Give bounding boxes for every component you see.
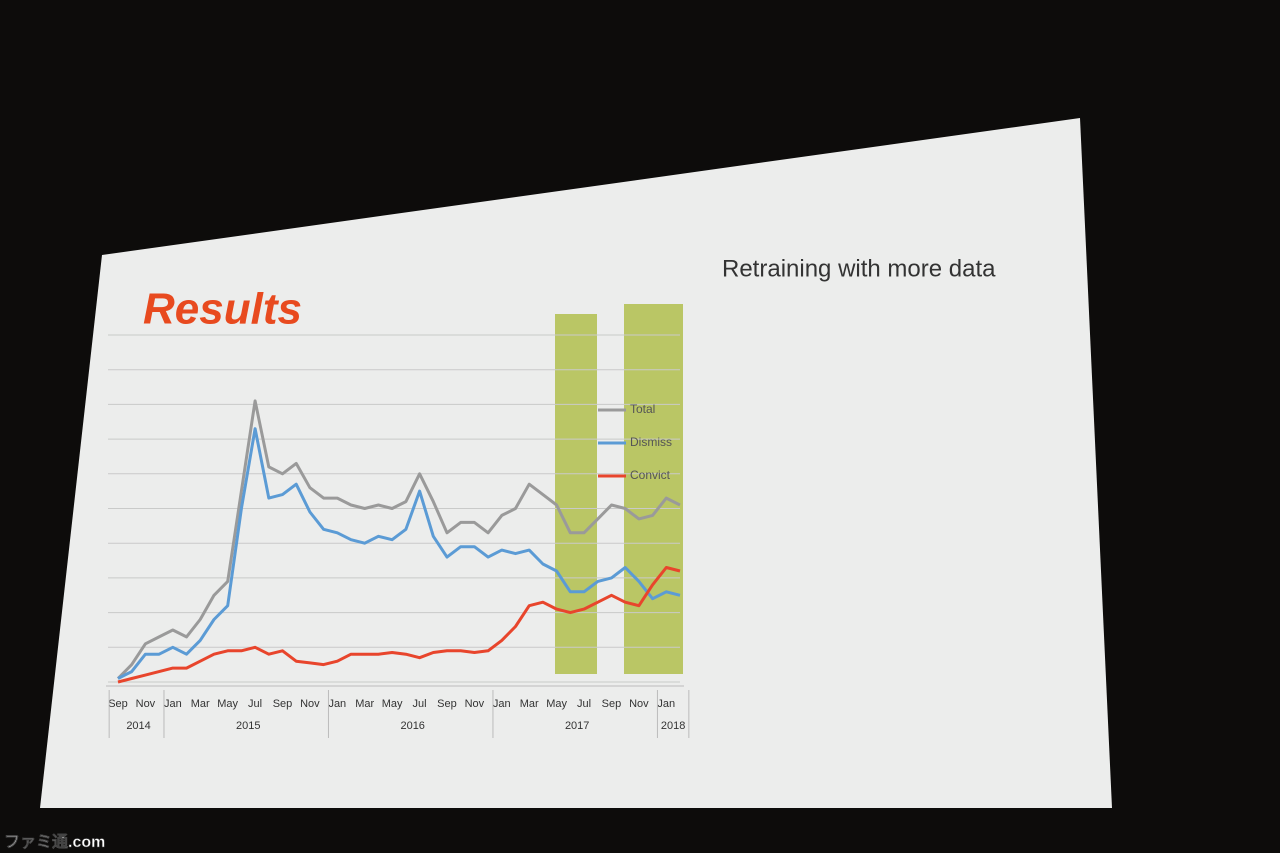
legend-label: Total bbox=[630, 402, 655, 416]
legend-label: Dismiss bbox=[630, 435, 672, 449]
series-line bbox=[117, 427, 681, 680]
highlight-band bbox=[555, 314, 597, 674]
x-tick-label: Sep bbox=[273, 698, 293, 710]
slide-subtitle: Retraining with more data bbox=[722, 255, 996, 282]
x-tick-label: Jan bbox=[328, 698, 346, 710]
year-label: 2016 bbox=[400, 720, 424, 732]
legend: Total Dismiss Convict bbox=[598, 402, 672, 482]
x-tick-label: Jul bbox=[577, 698, 591, 710]
year-label: 2015 bbox=[236, 720, 260, 732]
x-axis: Sep Nov Jan Mar May Jul Sep Nov Jan Mar May Jul Sep N… bbox=[106, 685, 690, 738]
plot bbox=[116, 399, 681, 684]
x-tick-label: Nov bbox=[465, 698, 485, 710]
x-tick-label: Jul bbox=[248, 698, 262, 710]
x-tick-label: Nov bbox=[629, 698, 649, 710]
x-tick-label: Jan bbox=[164, 698, 182, 710]
x-tick-label: May bbox=[217, 698, 238, 710]
x-tick-label: Sep bbox=[602, 698, 622, 710]
watermark: ファミ通.com bbox=[4, 833, 105, 851]
x-tick-label: May bbox=[546, 698, 567, 710]
legend-label: Convict bbox=[630, 468, 671, 482]
highlight-band bbox=[624, 304, 683, 674]
x-tick-label: Nov bbox=[300, 698, 320, 710]
x-tick-label: Jan bbox=[657, 698, 675, 710]
x-tick-label: Jan bbox=[493, 698, 511, 710]
x-tick-label: Mar bbox=[520, 698, 539, 710]
x-tick-label: May bbox=[382, 698, 403, 710]
year-label: 2018 bbox=[661, 720, 685, 732]
x-tick-label: Mar bbox=[191, 698, 210, 710]
series-line bbox=[116, 399, 681, 680]
series-line bbox=[117, 566, 681, 684]
x-tick-label: Jul bbox=[413, 698, 427, 710]
x-tick-label: Mar bbox=[355, 698, 374, 710]
slide-title: Results bbox=[143, 285, 302, 334]
x-tick-label: Nov bbox=[136, 698, 156, 710]
year-label: 2014 bbox=[126, 720, 150, 732]
year-label: 2017 bbox=[565, 720, 589, 732]
x-tick-label: Sep bbox=[108, 698, 128, 710]
x-tick-label: Sep bbox=[437, 698, 457, 710]
